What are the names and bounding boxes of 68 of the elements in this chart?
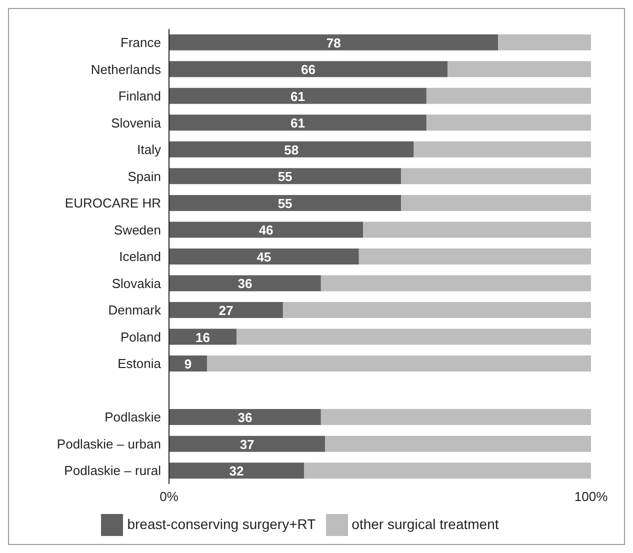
bar [169,328,237,345]
data-label: 78 [326,35,341,50]
y-tick-label: Finland [118,88,161,104]
bar [401,194,591,211]
data-label: 9 [184,356,192,372]
y-tick-label: Italy [137,142,162,158]
bar [448,61,591,78]
y-tick-label: Slovenia [111,115,162,130]
y-tick-label: Iceland [119,249,161,264]
bar [169,114,426,131]
data-label: 16 [196,330,210,345]
data-label: 58 [284,142,299,158]
bar [169,356,207,372]
data-label: 27 [218,303,234,318]
bar [363,222,591,238]
data-label: 61 [290,88,305,104]
legend-label: other surgical treatment [352,516,499,532]
data-label: 61 [290,116,305,131]
y-tick-label: France [120,34,161,50]
y-tick-label: Denmark [108,302,162,318]
bar [169,194,402,211]
y-tick-label: Podlaskie – urban [56,436,161,452]
y-tick-label: EUROCARE HR [64,196,161,211]
data-label: 37 [240,436,254,452]
bar [206,356,591,372]
y-tick-label: Poland [120,329,161,344]
y-tick-label: Podlaskie [104,410,161,425]
bar [169,141,414,158]
x-tick-label: 0% [160,489,179,504]
data-label: 36 [238,410,252,426]
bar [169,222,364,238]
y-tick-label: Podlaskie – rural [64,463,162,478]
legend-label: breast-conserving surgery+RT [127,516,316,532]
bar [169,168,402,184]
bar [169,462,304,479]
bar [282,302,591,318]
y-tick-label: Slovakia [112,276,162,291]
bar [304,462,591,479]
bar [320,409,591,426]
data-label: 45 [256,249,272,264]
bar [401,168,591,184]
data-label: 66 [301,62,316,78]
y-tick-label: Spain [128,168,161,184]
bar [426,88,591,104]
bar [498,34,591,50]
bar [236,328,591,345]
x-tick-label: 100% [574,489,608,504]
bar [169,248,359,264]
y-tick-label: Netherlands [90,62,162,77]
bar [414,141,591,158]
bar [169,275,321,292]
y-tick-label: Sweden [114,222,161,238]
bar [426,114,591,131]
y-tick-label: Estonia [118,356,162,372]
data-label: 55 [278,196,292,211]
bar [169,61,448,78]
bar [320,275,591,292]
data-label: 32 [229,464,244,479]
bar [169,88,426,104]
bar [325,436,591,452]
bar [169,409,321,426]
data-label: 36 [238,276,252,292]
bar [169,436,326,452]
data-label: 55 [278,169,292,184]
data-label: 46 [258,222,274,238]
bar [169,34,498,50]
bar [358,248,591,264]
bar [169,302,283,318]
